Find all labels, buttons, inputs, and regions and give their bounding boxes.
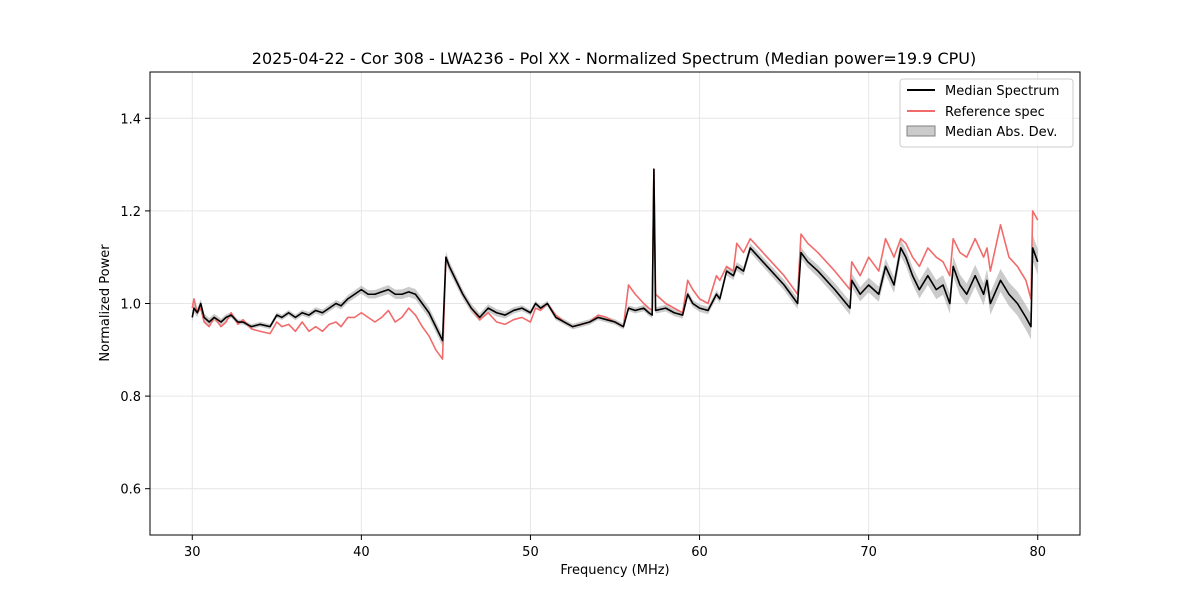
x-tick-label: 40 (353, 545, 370, 560)
legend-reference-label: Reference spec (945, 105, 1045, 120)
y-tick-label: 1.2 (120, 205, 141, 220)
y-tick-label: 1.0 (120, 298, 141, 313)
y-ticks: 0.6 0.8 1.0 1.2 1.4 (120, 112, 150, 498)
y-tick-label: 0.8 (120, 390, 141, 405)
y-tick-label: 0.6 (120, 483, 141, 498)
legend-median-label: Median Spectrum (945, 84, 1059, 99)
legend-mad-swatch (906, 125, 936, 137)
median-spectrum-line (191, 168, 1039, 342)
y-tick-label: 1.4 (120, 112, 141, 127)
x-tick-label: 70 (860, 545, 877, 560)
mad-band (192, 166, 1038, 347)
mad-band-layer (192, 166, 1038, 347)
x-tick-label: 80 (1029, 545, 1046, 560)
x-ticks: 30 40 50 60 70 80 (184, 535, 1046, 560)
reference-spectrum-line (191, 168, 1039, 360)
y-axis-label: Normalized Power (98, 244, 113, 362)
x-tick-label: 50 (522, 545, 539, 560)
x-tick-label: 30 (184, 545, 201, 560)
legend-mad-label: Median Abs. Dev. (945, 125, 1057, 140)
x-axis-label: Frequency (MHz) (560, 563, 669, 578)
legend-box (899, 78, 1074, 148)
x-tick-label: 60 (691, 545, 708, 560)
series-layer (191, 168, 1039, 360)
grid (150, 72, 1080, 535)
legend: Median Spectrum Reference spec Median Ab… (899, 78, 1074, 148)
chart-title: 2025-04-22 - Cor 308 - LWA236 - Pol XX -… (252, 49, 976, 68)
